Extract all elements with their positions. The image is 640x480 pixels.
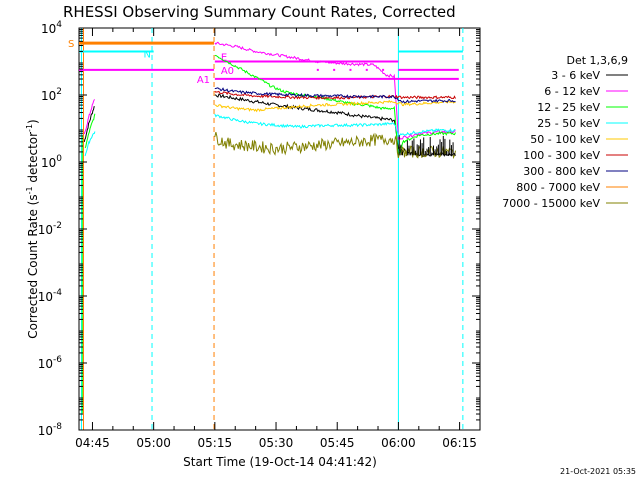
x-tick-label-6: 06:15 [442, 436, 477, 450]
legend-label-6: 300 - 800 keV [523, 165, 600, 178]
legend-title: Det 1,3,6,9 [566, 54, 628, 67]
legend-label-3: 25 - 50 keV [537, 117, 600, 130]
series-line-1-pre [83, 99, 96, 135]
y-tick-label-4: 10-4 [38, 288, 63, 304]
flag-dot-3 [365, 68, 368, 71]
series-line-3-main [214, 113, 456, 138]
x-tick-label-0: 04:45 [75, 436, 110, 450]
flag-label-S: S [68, 39, 74, 50]
flag-dot-4 [382, 68, 385, 71]
legend-label-2: 12 - 25 keV [537, 101, 600, 114]
y-tick-label-0: 104 [41, 20, 62, 36]
y-axis-ticks: 104 102 100 10-2 10-4 10-6 10-8 [38, 20, 480, 438]
series-line-0-pre [83, 106, 95, 143]
x-tick-label-4: 05:45 [320, 436, 355, 450]
x-axis-ticks: 04:45 05:00 05:15 05:30 05:45 06:00 06:15 [75, 28, 481, 450]
flag-label-N: N [143, 49, 150, 60]
y-tick-label-6: 10-8 [38, 422, 63, 438]
timestamp-stamp: 21-Oct-2021 05:35 [560, 467, 636, 476]
legend-label-7: 800 - 7000 keV [516, 181, 600, 194]
x-tick-label-1: 05:00 [136, 436, 171, 450]
chart-title: RHESSI Observing Summary Count Rates, Co… [63, 3, 456, 21]
series-line-5-main [214, 90, 456, 101]
flag-dot-0 [316, 68, 319, 71]
x-axis-label: Start Time (19-Oct-14 04:41:42) [183, 455, 377, 469]
y-axis-label-sup2: -1 [25, 124, 34, 132]
y-axis-label-sup: -1 [25, 186, 34, 194]
x-tick-label-2: 05:15 [198, 436, 233, 450]
y-axis-label: Corrected Count Rate (s-1 detector-1) [25, 119, 40, 338]
x-tick-label-3: 05:30 [259, 436, 294, 450]
flag-dot-2 [349, 68, 352, 71]
y-axis-label-prefix: Corrected Count Rate (s [26, 194, 40, 338]
flag-label-A0: A0 [221, 66, 234, 77]
legend-label-1: 6 - 12 keV [544, 85, 600, 98]
legend-label-5: 100 - 300 keV [523, 149, 600, 162]
flag-dot-1 [333, 68, 336, 71]
series-line-6-main [214, 87, 456, 104]
flag-label-A1: A1 [197, 75, 210, 86]
legend-label-8: 7000 - 15000 keV [502, 197, 600, 210]
flag-label-E: E [221, 53, 227, 64]
series-line-2-main [214, 54, 456, 158]
x-tick-label-5: 06:00 [381, 436, 416, 450]
legend: Det 1,3,6,9 3 - 6 keV 6 - 12 keV 12 - 25 k… [502, 54, 628, 210]
series-line-1-main [214, 41, 456, 141]
series-line-3-pre [84, 131, 96, 157]
series-line-2-pre [84, 113, 96, 149]
legend-label-0: 3 - 6 keV [551, 69, 600, 82]
y-tick-label-3: 10-2 [38, 221, 62, 237]
y-axis-label-close: ) [26, 119, 40, 124]
flag-bars: S N E A0 A1 [68, 39, 463, 86]
y-tick-label-1: 102 [41, 87, 62, 103]
legend-label-4: 50 - 100 keV [530, 133, 600, 146]
series-lines [81, 41, 456, 414]
series-line-4-main [214, 99, 456, 113]
y-axis-label-middle: detector [26, 132, 40, 187]
y-tick-label-2: 100 [41, 154, 62, 170]
y-tick-label-5: 10-6 [38, 355, 63, 371]
